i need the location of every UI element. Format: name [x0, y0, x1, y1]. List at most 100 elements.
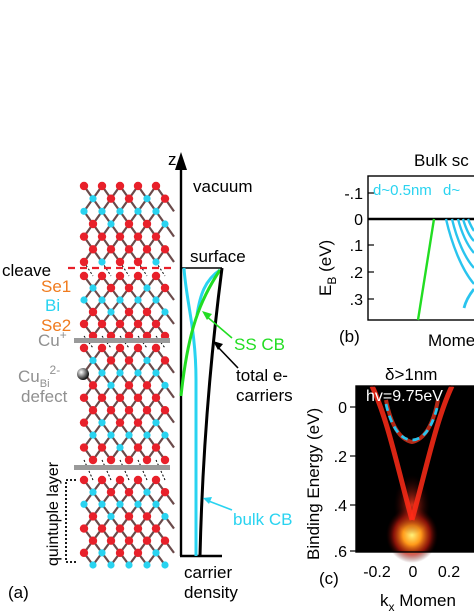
bulk-cb-pointer-head — [203, 497, 212, 504]
cleave-label: cleave — [2, 261, 51, 280]
bulk-cb-label: bulk CB — [233, 510, 293, 529]
lattice-bonds — [83, 185, 175, 566]
panel-c-delta: δ>1nm — [385, 365, 437, 384]
se-atom — [151, 393, 161, 402]
bi-atom — [143, 561, 151, 569]
se-atom — [151, 232, 161, 241]
panel-b-ytick-01: .1 — [350, 238, 363, 255]
vdw-link — [119, 335, 130, 349]
vdw-link — [137, 335, 148, 349]
se-atom — [133, 524, 143, 533]
crystal-lattice — [79, 181, 175, 569]
se-atom — [88, 245, 98, 254]
density-label: density — [184, 583, 238, 602]
bi-atom — [134, 207, 142, 215]
bi-atom — [152, 369, 160, 377]
se-atom — [79, 418, 89, 427]
se-atom — [115, 232, 125, 241]
se-atom — [142, 536, 152, 545]
bi-atom — [80, 500, 88, 508]
total-carriers-label-2: carriers — [236, 386, 293, 405]
panel-b-ytick-0: 0 — [354, 212, 363, 229]
bi-atom — [116, 207, 124, 215]
bi-atom — [98, 258, 106, 266]
bi-atom — [107, 381, 115, 389]
se-atom — [97, 343, 107, 353]
se-atom — [142, 512, 152, 521]
se-atom — [142, 381, 152, 390]
se-atom — [97, 232, 107, 241]
panel-c-ytick-06: .6 — [334, 544, 347, 561]
panel-b-title: Bulk sc — [414, 151, 469, 170]
se-atom — [106, 245, 116, 254]
se-atom — [106, 194, 116, 203]
arpes-band-right — [409, 384, 455, 521]
se-atom — [88, 512, 98, 521]
bi-atom — [116, 500, 124, 508]
bi-atom — [98, 549, 106, 557]
se-atom — [133, 393, 143, 402]
panel-c-ytick-02: .2 — [334, 449, 347, 466]
se-atom — [97, 443, 107, 452]
bi-atom — [143, 284, 151, 292]
bi-atom — [143, 488, 151, 496]
bi-label: Bi — [45, 296, 60, 315]
ss-cb-label: SS CB — [234, 335, 285, 354]
se-atom — [79, 319, 89, 329]
se-atom — [124, 512, 134, 521]
se-atom — [142, 307, 152, 317]
se1-label: Se1 — [41, 277, 71, 296]
panel-b-ylabel: EB (eV) — [316, 240, 339, 296]
bi-atom — [125, 431, 133, 439]
bi-atom — [89, 356, 97, 365]
bi-atom — [116, 443, 124, 452]
bi-atom — [134, 296, 142, 304]
se-atom — [106, 536, 116, 545]
se-atom — [79, 232, 89, 241]
se-atom — [151, 343, 161, 353]
carrier-label: carrier — [184, 563, 233, 582]
se-atom — [124, 356, 134, 365]
se-atom — [133, 181, 143, 191]
se-atom — [106, 406, 116, 415]
panel-b-ytick-m01: -.1 — [344, 186, 363, 203]
panel-c-ytick-0: 0 — [338, 400, 347, 417]
vdw-link — [119, 261, 130, 277]
se-atom — [142, 406, 152, 415]
arpes-band-fit — [384, 403, 440, 442]
se-atom — [115, 393, 125, 402]
bi-atom — [152, 549, 160, 557]
bulk-cb-pointer — [205, 499, 233, 511]
panel-c-yticks — [350, 406, 356, 552]
se-atom — [97, 181, 107, 191]
bi-atom — [143, 195, 151, 203]
z-axis-arrow — [175, 152, 187, 170]
bi-atom — [125, 561, 133, 569]
se-atom — [124, 406, 134, 415]
se-atom — [88, 406, 98, 415]
se-atom — [97, 475, 107, 485]
se-atom — [124, 381, 134, 390]
se-atom — [79, 475, 89, 485]
total-pointer-head — [213, 341, 223, 350]
bi-atom — [89, 195, 97, 203]
bi-atom — [134, 369, 142, 377]
vdw-link — [155, 335, 166, 349]
se-atom — [88, 219, 98, 229]
vdw-link — [83, 335, 94, 349]
se-atom — [160, 455, 170, 465]
cu-plus-label: Cu+ — [38, 328, 67, 350]
panel-b-annot-2: d~ — [443, 182, 460, 199]
se-atom — [88, 536, 98, 545]
quintuple-boundary — [74, 465, 170, 470]
panel-c-xtick-02: 0.2 — [438, 564, 460, 581]
bi-atom — [143, 356, 151, 365]
panel-c-tag: (c) — [319, 569, 339, 588]
se-atom — [142, 455, 152, 465]
se-atom — [79, 548, 89, 558]
cu-bi-label: CuBi2- — [18, 363, 60, 390]
panel-c-ylabel: Binding Energy (eV) — [304, 408, 323, 560]
se-atom — [142, 219, 152, 229]
bi-atom — [152, 296, 160, 304]
panel-b-xlabel: Momen — [428, 331, 474, 350]
